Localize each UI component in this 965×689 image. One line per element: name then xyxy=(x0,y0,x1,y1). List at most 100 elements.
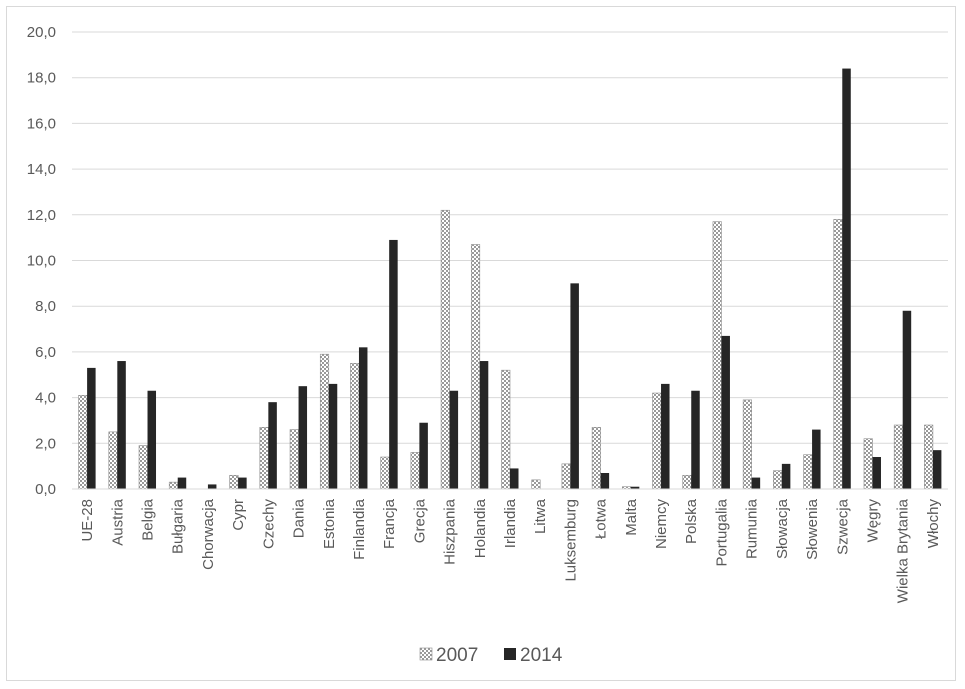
bar-2007 xyxy=(742,399,752,490)
bar-2014 xyxy=(147,390,157,489)
x-tick-label: Malta xyxy=(623,498,640,535)
bar-2007 xyxy=(712,221,722,490)
x-tick-label: Finlandia xyxy=(351,498,368,560)
bar-2014 xyxy=(87,367,96,489)
bar-2014 xyxy=(510,468,519,489)
bar-2007 xyxy=(773,470,783,490)
bar-2007 xyxy=(319,353,330,490)
x-tick-label: Estonia xyxy=(321,498,338,549)
y-tick-label: 4,0 xyxy=(35,390,56,407)
bar-2007 xyxy=(833,219,843,490)
y-tick-label: 12,0 xyxy=(27,207,56,224)
legend-swatch-2014 xyxy=(504,648,516,660)
chart-frame xyxy=(6,6,956,681)
bar-2007 xyxy=(924,424,934,490)
bar-2007 xyxy=(259,427,269,490)
bar-2007 xyxy=(561,463,571,490)
y-tick-label: 2,0 xyxy=(35,435,56,452)
y-tick-label: 0,0 xyxy=(35,481,56,498)
x-tick-label: Dania xyxy=(291,498,308,538)
bar-2007 xyxy=(168,481,179,490)
bar-2014 xyxy=(298,386,308,489)
x-tick-label: Grecja xyxy=(411,498,428,543)
x-tick-label: Austria xyxy=(109,498,126,545)
bar-2014 xyxy=(812,429,821,489)
legend-label-2007: 2007 xyxy=(436,645,478,666)
bar-2007 xyxy=(893,424,903,490)
y-tick-label: 6,0 xyxy=(35,344,56,361)
x-tick-label: Luksemburg xyxy=(562,499,579,582)
bar-2014 xyxy=(721,335,730,489)
x-tick-label: Polska xyxy=(683,498,700,544)
bar-2014 xyxy=(842,68,851,489)
bar-2014 xyxy=(570,283,579,489)
x-tick-label: Włochy xyxy=(925,499,942,549)
y-tick-label: 16,0 xyxy=(27,115,56,132)
bar-2014 xyxy=(389,239,398,489)
bar-2014 xyxy=(177,477,187,489)
x-tick-label: Belgia xyxy=(140,498,157,540)
x-tick-label: Czechy xyxy=(260,499,277,550)
bar-2007 xyxy=(501,369,511,490)
bar-2007 xyxy=(138,445,148,490)
bar-2014 xyxy=(328,383,338,489)
x-tick-label: Cypr xyxy=(230,499,247,531)
y-tick-label: 14,0 xyxy=(27,161,56,178)
x-tick-label: Wielka Brytania xyxy=(895,498,912,603)
bar-2007 xyxy=(803,454,813,490)
bar-2014 xyxy=(781,463,791,489)
legend-label-2014: 2014 xyxy=(520,645,563,666)
x-tick-label: Litwa xyxy=(532,498,549,534)
bar-2014 xyxy=(207,484,217,489)
x-tick-label: Bułgaria xyxy=(170,498,187,554)
bar-2014 xyxy=(630,486,640,489)
bar-2007 xyxy=(652,392,662,490)
bar-2014 xyxy=(600,473,610,489)
y-tick-label: 10,0 xyxy=(27,253,56,270)
bar-2007 xyxy=(470,244,481,490)
bars xyxy=(78,68,942,490)
x-tick-label: UE-28 xyxy=(79,499,96,542)
bar-2014 xyxy=(691,390,700,489)
y-tick-label: 20,0 xyxy=(27,24,56,41)
bar-2014 xyxy=(479,361,489,489)
x-tick-label: Francja xyxy=(381,498,398,549)
bar-2014 xyxy=(419,422,428,489)
bar-2014 xyxy=(661,383,670,489)
bar-2014 xyxy=(932,450,942,489)
bar-2007 xyxy=(410,452,420,490)
bar-2014 xyxy=(902,310,912,489)
bar-2007 xyxy=(591,427,601,490)
legend-swatch-2007 xyxy=(419,647,433,661)
y-axis: 0,0 2,0 4,0 6,0 8,0 10,0 12,0 14,0 16,0 18,0 20,0 xyxy=(27,24,56,498)
bar-2007 xyxy=(108,431,118,490)
bar-2007 xyxy=(682,474,692,490)
x-tick-label: Chorwacja xyxy=(200,498,217,570)
x-tick-label: Portugalia xyxy=(713,498,730,566)
y-tick-label: 18,0 xyxy=(27,70,56,87)
x-tick-label: Irlandia xyxy=(502,498,519,548)
bar-2014 xyxy=(268,402,277,489)
bar-2007 xyxy=(440,209,450,490)
gridlines xyxy=(72,31,948,444)
x-axis: UE-28 Austria Belgia Bułgaria Chorwacja Cypr C… xyxy=(72,488,948,603)
x-tick-label: Holandia xyxy=(472,498,489,558)
x-tick-label: Hiszpania xyxy=(442,498,459,565)
bar-2014 xyxy=(449,390,459,489)
y-tick-label: 8,0 xyxy=(35,298,56,315)
bar-2007 xyxy=(229,474,239,490)
x-tick-label: Niemcy xyxy=(653,499,670,550)
x-tick-label: Łotwa xyxy=(593,498,610,539)
bar-2014 xyxy=(751,477,761,489)
x-tick-label: Słowenia xyxy=(804,498,821,560)
bar-2007 xyxy=(350,363,360,490)
bar-2007 xyxy=(380,456,390,490)
legend: 2007 2014 xyxy=(419,645,563,666)
bar-2014 xyxy=(238,477,247,489)
bar-2014 xyxy=(872,457,881,489)
bar-2014 xyxy=(358,347,368,489)
bar-2014 xyxy=(117,361,126,489)
bar-2007 xyxy=(531,479,541,490)
x-tick-label: Słowacja xyxy=(774,498,791,559)
